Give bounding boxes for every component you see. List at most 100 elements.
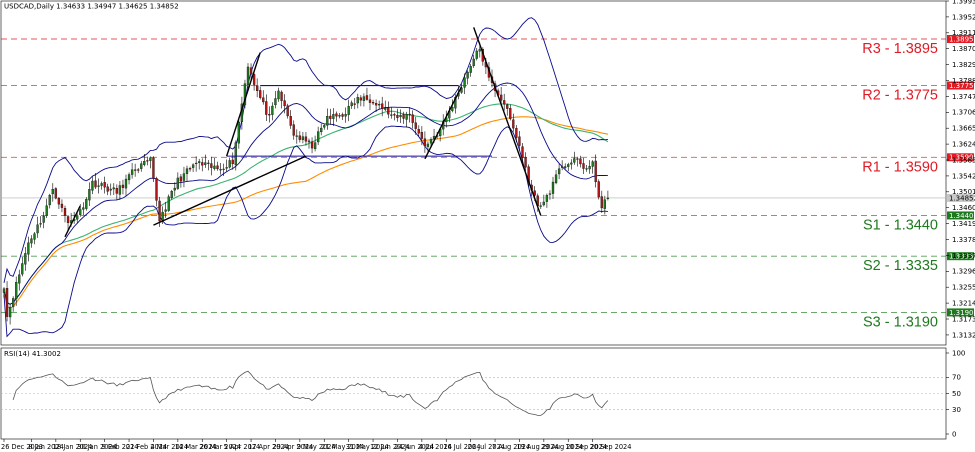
candle-body (207, 162, 210, 164)
candle-body (420, 132, 424, 139)
candle-body (237, 121, 241, 144)
candle-body (594, 160, 597, 183)
candle-body (51, 188, 54, 195)
candle-body (289, 116, 292, 126)
level-tag-r2 (947, 81, 974, 90)
candle-body (201, 162, 204, 166)
candle-body (341, 114, 344, 117)
x-tick-label: 21 Feb 2024 (126, 443, 167, 451)
trendlines-layer (64, 27, 542, 238)
candle-body (527, 166, 530, 185)
candle-body (313, 142, 317, 150)
candle-body (24, 253, 27, 265)
candle-body (390, 114, 393, 116)
candle-body (213, 165, 216, 169)
rsi-info: RSI(14) 41.3002 (4, 350, 61, 358)
candle-body (545, 195, 549, 202)
y-tick-label: 1.33370 (952, 252, 975, 260)
candle-body (15, 282, 18, 299)
candle-body (198, 161, 201, 163)
x-tick-label: 29 Aug 2024 (541, 443, 583, 451)
level-tag-label-s1: 1.34400 (949, 212, 975, 220)
x-tick-label: 7 Aug 2024 (492, 443, 530, 451)
candle-body (82, 207, 85, 210)
candle-body (277, 90, 280, 100)
candle-body (280, 91, 283, 101)
candle-body (350, 102, 353, 107)
y-tick-label: 1.31320 (952, 331, 975, 339)
candle-body (600, 196, 603, 209)
candle-body (582, 163, 585, 169)
x-tick-label: 9 May 2024 (297, 443, 336, 451)
x-tick-label: 24 Jun 2024 (394, 443, 434, 451)
rsi-tick-label: 70 (952, 374, 961, 382)
y-tick-label: 1.34600 (952, 204, 975, 212)
current-price-label: 1.34852 (949, 194, 975, 202)
candle-body (603, 199, 606, 209)
rsi-layer: 100 70 50 30 0 (1, 349, 965, 438)
candle-body (167, 196, 170, 211)
candle-body (100, 183, 103, 186)
candle-body (149, 157, 152, 161)
candle-body (579, 158, 582, 165)
candle-body (292, 124, 295, 136)
candle-body (271, 105, 274, 115)
candle-body (137, 169, 140, 171)
candle-body (405, 114, 408, 120)
candle-body (39, 223, 42, 225)
candle-body (478, 49, 481, 52)
trend-line-downtrend-aug (473, 27, 542, 216)
y-tick-label: 1.39930 (952, 0, 975, 5)
price-pane-frame (0, 0, 947, 346)
candle-body (255, 85, 259, 92)
candle-body (133, 169, 137, 171)
candle-body (362, 96, 366, 101)
candle-body (179, 176, 183, 182)
candle-body (146, 160, 149, 162)
candle-body (307, 140, 311, 143)
candle-body (301, 136, 305, 141)
candle-body (585, 168, 588, 170)
candle-body (182, 173, 186, 181)
rsi-tick-label: 30 (952, 406, 961, 414)
candle-body (548, 193, 552, 195)
candle-body (27, 242, 30, 255)
candle-body (408, 113, 411, 115)
candle-body (5, 288, 9, 317)
candle-body (472, 58, 475, 67)
level-label-r1: R1 - 1.3590 (862, 159, 938, 175)
candle-body (21, 263, 24, 275)
candle-body (79, 209, 82, 215)
x-tick-label: 4 Mar 2024 (150, 443, 188, 451)
candle-body (36, 224, 39, 234)
x-tick-label: 19 Aug 2024 (516, 443, 558, 451)
y-tick-label: 1.37060 (952, 109, 975, 117)
candle-body (359, 97, 363, 101)
candle-body (399, 115, 402, 118)
candle-body (503, 100, 506, 105)
candle-body (411, 114, 414, 123)
x-tick-label: 4 Jul 2024 (419, 443, 452, 451)
candle-body (381, 103, 384, 110)
candle-body (426, 143, 430, 147)
candle-body (143, 160, 146, 165)
y-tick-label: 1.39110 (952, 29, 975, 37)
candle-body (323, 125, 326, 128)
candle-body (326, 116, 329, 126)
trend-line-uptrend-mar-jul (153, 155, 307, 226)
candle-body (320, 127, 323, 133)
candle-body (155, 178, 158, 201)
candle-body (475, 50, 478, 59)
x-tick-label: 18 Jan 2024 (53, 443, 93, 451)
candle-body (368, 99, 372, 103)
candle-body (115, 188, 118, 194)
candle-body (365, 95, 369, 100)
candle-body (512, 119, 515, 129)
candle-body (188, 168, 192, 170)
candle-body (124, 178, 128, 189)
candle-body (567, 164, 570, 167)
y-tick-label: 1.32960 (952, 268, 975, 276)
candle-body (533, 190, 536, 196)
